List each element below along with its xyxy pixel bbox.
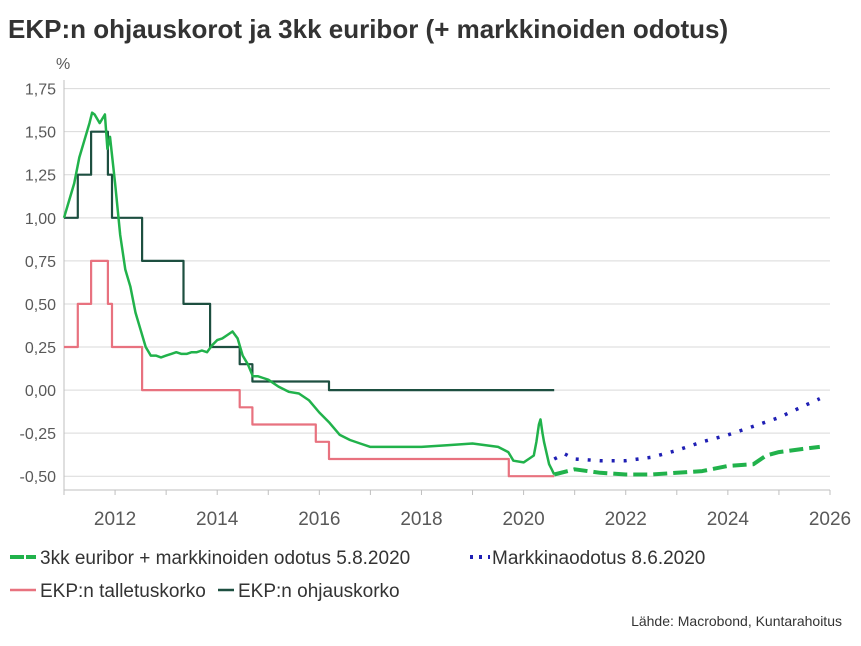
y-tick-label: -0,50 xyxy=(20,469,57,486)
y-unit-label: % xyxy=(56,56,70,73)
y-tick-label: 1,25 xyxy=(25,168,56,185)
x-tick-label: 2018 xyxy=(400,509,442,530)
series-deposit-rate xyxy=(64,259,555,478)
legend-label-deposit-rate: EKP:n talletuskorko xyxy=(40,581,206,602)
axes: 1,75 1,50 1,25 1,00 0,75 0,50 0,25 0,00 -0,25 -0,… xyxy=(20,80,851,530)
x-tick-label: 2016 xyxy=(298,509,340,530)
series-layer xyxy=(62,111,821,478)
legend-label-euribor: 3kk euribor + markkinoiden odotus 5.8.20… xyxy=(40,548,410,569)
y-tick-label: 0,75 xyxy=(25,254,56,271)
chart-title: EKP:n ohjauskorot ja 3kk euribor (+ mark… xyxy=(8,14,728,44)
series-euribor-forecast xyxy=(553,444,821,477)
y-tick-label: 1,50 xyxy=(25,125,56,142)
x-tick-label: 2020 xyxy=(502,509,544,530)
y-tick-label: 1,00 xyxy=(25,211,56,228)
x-tick-label: 2012 xyxy=(94,509,136,530)
x-tick-label: 2026 xyxy=(809,509,851,530)
legend-label-market-expectation: Markkinaodotus 8.6.2020 xyxy=(492,548,705,569)
legend-label-policy-rate: EKP:n ohjauskorko xyxy=(238,581,400,602)
source-note: Lähde: Macrobond, Kuntarahoitus xyxy=(631,613,842,629)
y-tick-label: 0,00 xyxy=(25,383,56,400)
y-tick-label: 0,25 xyxy=(25,340,56,357)
grid xyxy=(64,88,830,477)
y-tick-label: 0,50 xyxy=(25,297,56,314)
legend: 3kk euribor + markkinoiden odotus 5.8.20… xyxy=(10,548,705,602)
series-euribor xyxy=(62,111,556,476)
y-tick-label: -0,25 xyxy=(20,426,57,443)
x-tick-label: 2024 xyxy=(707,509,750,530)
x-tick-label: 2022 xyxy=(605,509,647,530)
x-tick-label: 2014 xyxy=(196,509,239,530)
y-tick-label: 1,75 xyxy=(25,82,56,99)
